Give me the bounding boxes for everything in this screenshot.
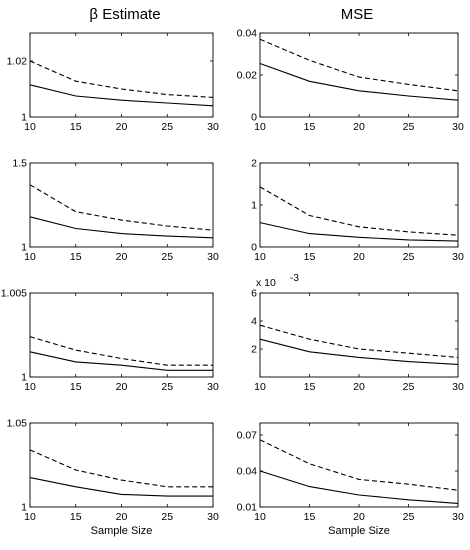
- x-tick-label: 20: [116, 251, 128, 263]
- x-tick-label: 25: [161, 251, 173, 263]
- x-tick-label: 25: [403, 511, 415, 523]
- series-line-dashed: [259, 439, 459, 491]
- series-line-dashed: [29, 336, 213, 366]
- y-tick-label: 6: [251, 288, 257, 300]
- panel-7: 10 15 20 25 30 1 1.05 Sample Size: [7, 418, 219, 538]
- panel-4: 10 15 20 25 30 0 1 2: [251, 158, 464, 264]
- y-tick-label: 0.04: [237, 466, 258, 478]
- x-tick-label: 15: [304, 381, 316, 393]
- x-tick-label: 25: [403, 381, 415, 393]
- x-tick-label: 10: [254, 511, 266, 523]
- axes-box: [259, 292, 459, 378]
- x-tick-label: 25: [161, 381, 173, 393]
- series-line-solid: [29, 351, 213, 371]
- x-axis-label: Sample Size: [328, 525, 390, 537]
- panel-1: 10 15 20 25 30 1 1.02: [7, 32, 219, 133]
- axes-box: [29, 162, 214, 248]
- y-tick-label: 1.005: [1, 288, 27, 300]
- x-tick-label: 10: [254, 381, 266, 393]
- column-title-beta: β Estimate: [89, 6, 160, 23]
- series-line-dashed: [29, 449, 213, 488]
- x-tick-label: 15: [304, 251, 316, 263]
- column-title-mse: MSE: [341, 6, 374, 23]
- y-tick-label: 4: [251, 316, 257, 328]
- panel-6: 10 15 20 25 30 2 4 6x 10 -3: [251, 273, 464, 393]
- x-axis-label: Sample Size: [91, 525, 153, 537]
- x-tick-label: 30: [207, 381, 219, 393]
- panel-8: 10 15 20 25 30 0.01 0.04 0.07 Sample Size: [237, 422, 464, 537]
- series-line-solid: [259, 222, 459, 242]
- y-tick-label: 1: [21, 242, 27, 254]
- series-line-dashed: [29, 184, 214, 231]
- x-tick-label: 20: [116, 381, 128, 393]
- x-tick-label: 15: [304, 511, 316, 523]
- y-tick-label: 1.05: [7, 418, 28, 430]
- y-tick-label: 1.5: [12, 158, 27, 170]
- y-tick-label: 1: [251, 200, 257, 212]
- x-tick-label: 10: [24, 121, 36, 133]
- series-line-dashed: [259, 324, 459, 358]
- x-tick-label: 25: [161, 121, 173, 133]
- x-tick-label: 30: [452, 251, 464, 263]
- x-tick-label: 20: [353, 381, 365, 393]
- panel-3: 10 15 20 25 30 1 1.5: [12, 158, 219, 264]
- axes-box: [259, 162, 459, 248]
- x-tick-label: 15: [70, 511, 82, 523]
- x-tick-label: 20: [353, 511, 365, 523]
- series-line-dashed: [259, 186, 459, 236]
- x-tick-label: 20: [116, 511, 128, 523]
- x-tick-label: 15: [70, 251, 82, 263]
- y-tick-label: 0.07: [237, 430, 258, 442]
- panel-2: 10 15 20 25 30 0 0.02 0.04: [237, 28, 464, 134]
- series-line-solid: [29, 216, 214, 239]
- x-tick-label: 30: [452, 121, 464, 133]
- axes-box: [259, 32, 459, 118]
- y-tick-label: 2: [251, 158, 257, 170]
- x-tick-label: 30: [207, 251, 219, 263]
- series-line-solid: [259, 470, 459, 504]
- x-tick-label: 20: [353, 251, 365, 263]
- x-tick-label: 15: [70, 381, 82, 393]
- y-tick-label: 1: [21, 502, 27, 514]
- x-tick-label: 25: [403, 121, 415, 133]
- series-line-solid: [29, 477, 213, 497]
- x-tick-label: 15: [70, 121, 82, 133]
- y-tick-label: 0.01: [237, 502, 258, 514]
- x-tick-label: 10: [254, 251, 266, 263]
- series-line-solid: [29, 84, 214, 107]
- y-tick-label: 0.02: [237, 70, 258, 82]
- y-tick-label: 0.04: [237, 28, 258, 40]
- series-line-dashed: [259, 38, 459, 92]
- y-tick-label: 1.02: [7, 56, 28, 68]
- axes-box: [29, 292, 214, 378]
- x-tick-label: 20: [116, 121, 128, 133]
- x-tick-label: 30: [452, 511, 464, 523]
- y-tick-label: 0: [251, 112, 257, 124]
- y-tick-label: 1: [21, 372, 27, 384]
- series-line-solid: [259, 338, 459, 365]
- x-tick-label: 10: [24, 381, 36, 393]
- x-tick-label: 25: [403, 251, 415, 263]
- x-tick-label: 15: [304, 121, 316, 133]
- x-tick-label: 20: [353, 121, 365, 133]
- y-tick-label: 0: [251, 242, 257, 254]
- y-exponent-power: -3: [290, 273, 299, 284]
- axes-box: [259, 422, 459, 508]
- panel-5: 10 15 20 25 30 1 1.005: [1, 288, 219, 394]
- x-tick-label: 25: [161, 511, 173, 523]
- x-tick-label: 10: [254, 121, 266, 133]
- y-exponent-label: x 10: [256, 277, 276, 289]
- series-line-solid: [259, 62, 459, 101]
- x-tick-label: 10: [24, 251, 36, 263]
- series-line-dashed: [29, 60, 214, 98]
- y-tick-label: 2: [251, 344, 257, 356]
- x-tick-label: 30: [452, 381, 464, 393]
- x-tick-label: 30: [207, 511, 219, 523]
- x-tick-label: 30: [207, 121, 219, 133]
- y-tick-label: 1: [21, 112, 27, 124]
- x-tick-label: 10: [24, 511, 36, 523]
